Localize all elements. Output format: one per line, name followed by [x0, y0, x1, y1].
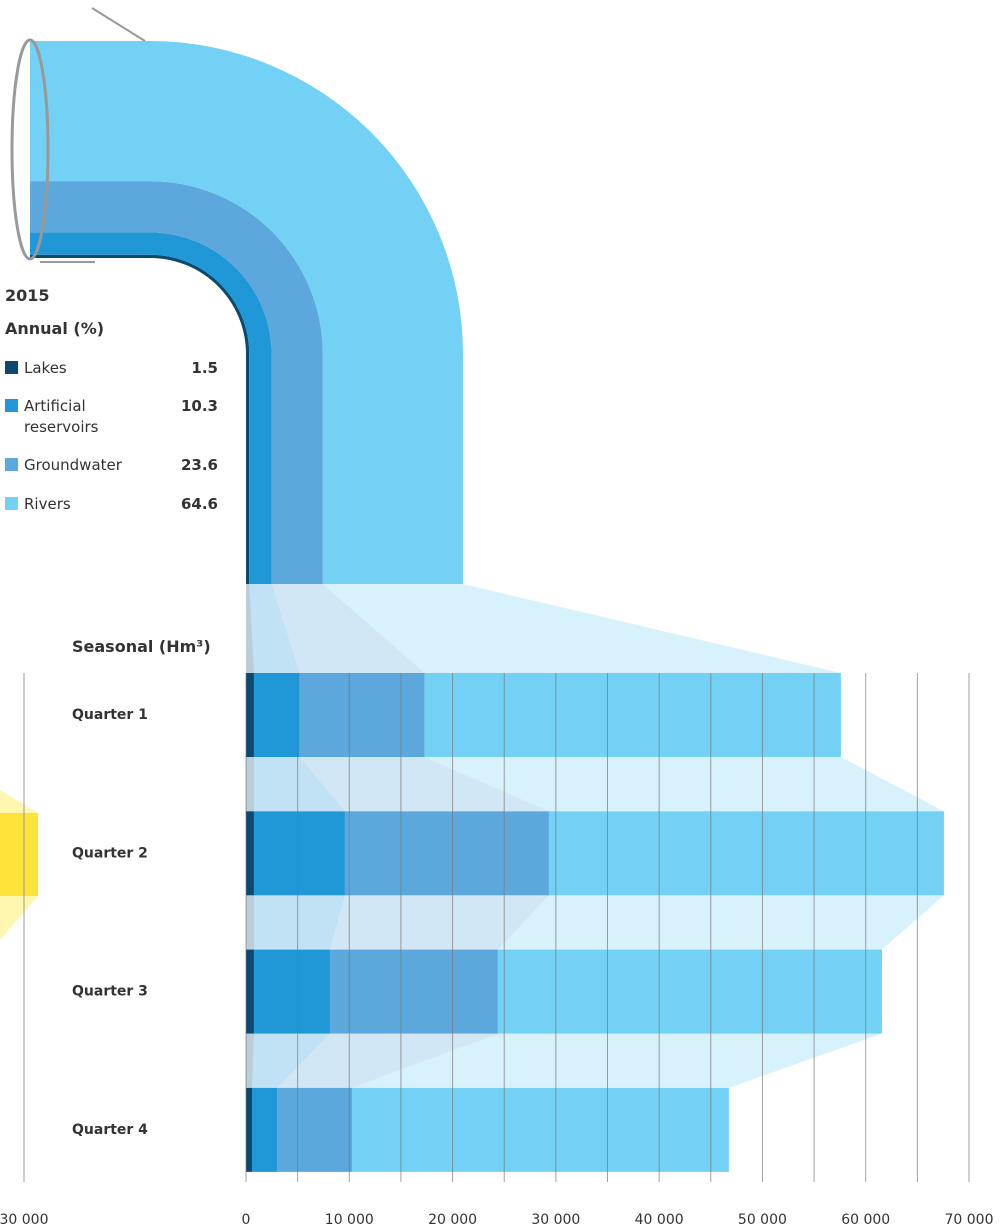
- x-tick-label: 30 000: [531, 1212, 580, 1228]
- bar-segment: [299, 673, 425, 757]
- x-tick-label: 20 000: [428, 1212, 477, 1228]
- x-tick-label: 10 000: [325, 1212, 374, 1228]
- x-tick-label: 60 000: [841, 1212, 890, 1228]
- bar-segment: [253, 673, 300, 757]
- bar-segment: [251, 1087, 277, 1172]
- y-tick-label: Quarter 2: [72, 845, 148, 861]
- flow-connector: [299, 757, 549, 812]
- legend-label: Lakes: [24, 359, 67, 377]
- legend-swatch: [5, 497, 18, 510]
- flow-connector: [276, 1033, 498, 1088]
- x-tick-label: 0: [242, 1212, 251, 1228]
- legend-label: Rivers: [24, 495, 71, 513]
- legend-subtitle: Annual (%): [5, 319, 105, 338]
- fragment-tick-label: 30 000: [0, 1212, 49, 1228]
- bar-segment: [253, 811, 345, 896]
- flow-connector: [246, 1033, 254, 1088]
- y-tick-label: Quarter 1: [72, 707, 148, 723]
- flow-connector: [253, 757, 345, 812]
- legend-value: 10.3: [180, 397, 218, 415]
- y-tick-label: Quarter 3: [72, 984, 148, 1000]
- bar-segment: [246, 949, 254, 1034]
- flow-connector: [246, 584, 254, 673]
- flow-connector: [351, 1033, 882, 1088]
- bar-segment: [276, 1087, 352, 1172]
- flow-connector: [246, 895, 254, 950]
- legend-value: 23.6: [180, 456, 218, 474]
- bar-segment: [246, 673, 254, 757]
- legend-label: Artificial reservoirs: [24, 397, 99, 436]
- pipe-band: [30, 181, 323, 584]
- bar-segment: [253, 949, 330, 1034]
- flow-connector: [322, 584, 841, 673]
- background-layer: [0, 673, 38, 1182]
- bar-segment: [351, 1087, 729, 1172]
- pipe-band: [30, 41, 463, 584]
- legend-swatch: [5, 361, 18, 374]
- pipe-edge: [91, 7, 146, 42]
- flow-connector: [249, 584, 300, 673]
- x-tick-label: 70 000: [945, 1212, 994, 1228]
- flow-connector: [329, 895, 549, 950]
- bar-segment: [497, 949, 882, 1034]
- chart-title: Seasonal (Hm³): [72, 637, 211, 656]
- bar-segment: [246, 811, 254, 896]
- flow-connector: [251, 1033, 330, 1088]
- x-tick-label: 40 000: [635, 1212, 684, 1228]
- legend-value: 1.5: [191, 359, 218, 377]
- flow-connector: [253, 895, 345, 950]
- bar-segment: [246, 1087, 252, 1172]
- bar-segment: [424, 673, 841, 757]
- flow-connector: [246, 757, 254, 812]
- legend-value: 64.6: [180, 495, 218, 513]
- bar-segment: [344, 811, 549, 896]
- bar-segment: [329, 949, 498, 1034]
- fragment-bar: [0, 813, 38, 896]
- flow-connector: [497, 895, 944, 950]
- legend-label: Groundwater: [24, 456, 122, 474]
- flow-connector: [271, 584, 425, 673]
- legend-swatch: [5, 399, 18, 412]
- y-tick-label: Quarter 4: [72, 1122, 148, 1138]
- bar-segment: [548, 811, 944, 896]
- legend-swatch: [5, 458, 18, 471]
- legend-title: 2015: [5, 286, 50, 305]
- x-tick-label: 50 000: [738, 1212, 787, 1228]
- pipe-opening: [10, 38, 50, 261]
